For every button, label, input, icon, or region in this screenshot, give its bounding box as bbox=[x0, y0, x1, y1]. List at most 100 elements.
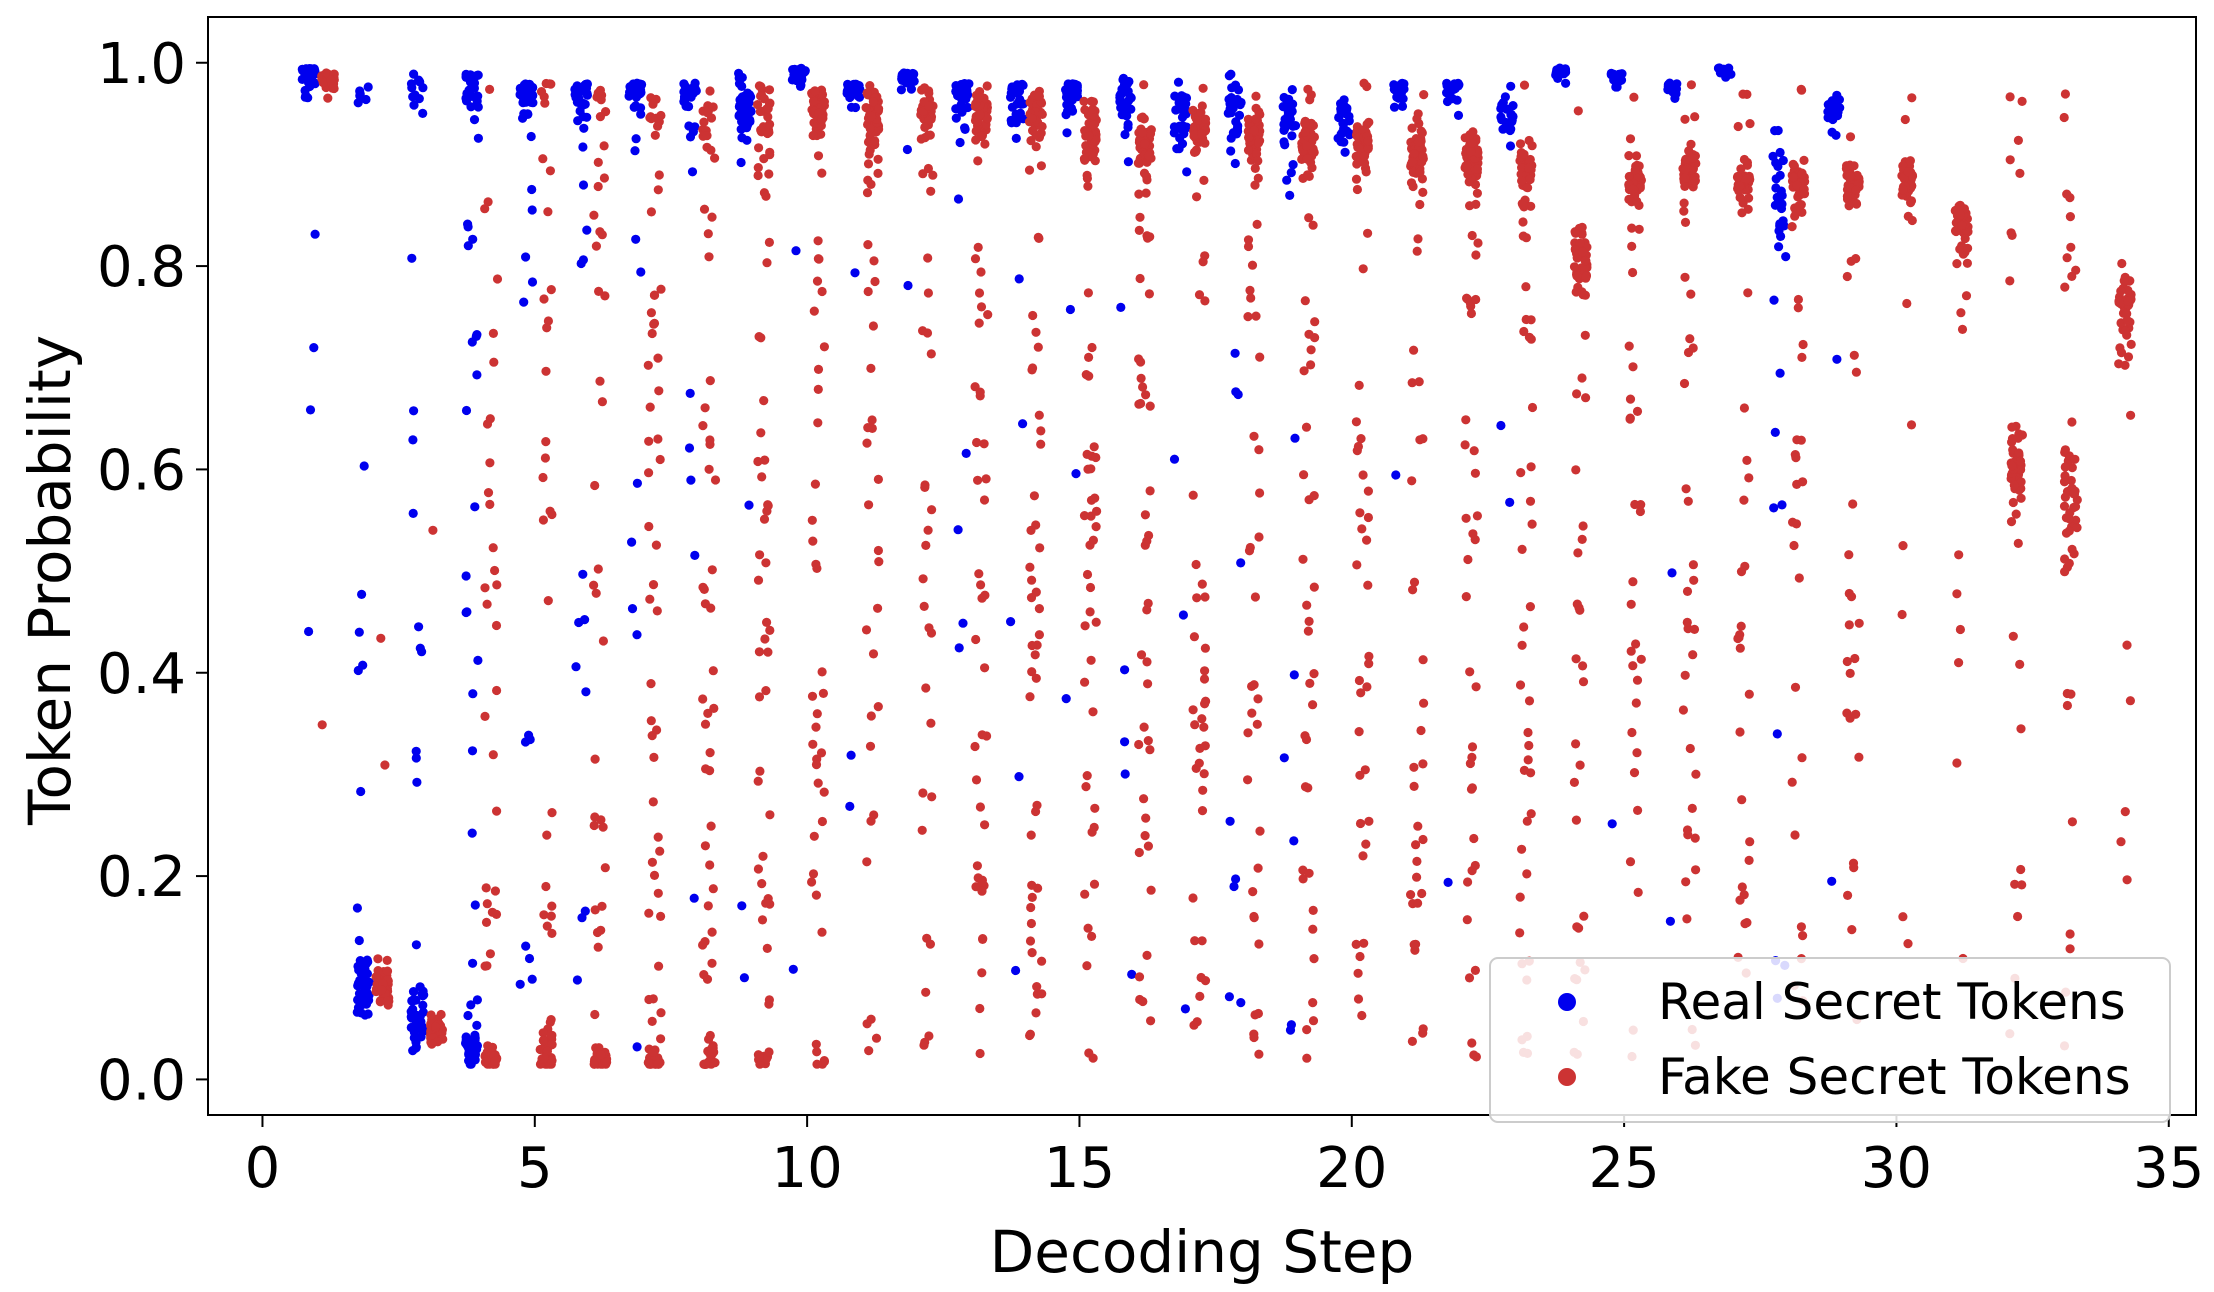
data-point bbox=[904, 70, 915, 80]
data-point bbox=[411, 753, 421, 763]
data-point bbox=[1340, 147, 1350, 157]
data-point bbox=[1252, 219, 1262, 229]
data-point bbox=[1389, 102, 1400, 112]
data-point bbox=[1031, 142, 1041, 152]
data-point bbox=[681, 101, 691, 111]
data-point bbox=[1449, 84, 1459, 94]
data-point bbox=[1007, 102, 1018, 112]
data-point bbox=[1285, 190, 1295, 200]
data-point bbox=[492, 274, 503, 284]
data-point bbox=[1138, 996, 1148, 1007]
x-tick-label: 5 bbox=[517, 1136, 553, 1201]
data-point bbox=[309, 343, 319, 353]
data-point bbox=[1025, 692, 1035, 702]
data-point bbox=[527, 277, 538, 287]
data-point bbox=[1625, 134, 1636, 144]
data-point bbox=[1251, 311, 1261, 321]
data-point bbox=[631, 134, 641, 144]
data-point bbox=[1682, 825, 1693, 835]
data-point bbox=[1080, 105, 1090, 115]
data-point bbox=[1171, 124, 1181, 134]
data-point bbox=[1850, 653, 1860, 664]
data-point bbox=[483, 488, 494, 498]
data-point bbox=[755, 550, 765, 560]
data-point bbox=[303, 93, 313, 103]
data-point bbox=[1143, 679, 1153, 689]
data-point bbox=[808, 130, 818, 141]
data-point bbox=[468, 689, 478, 699]
data-point bbox=[1250, 163, 1260, 173]
data-point bbox=[1200, 592, 1210, 602]
data-point bbox=[1036, 426, 1046, 436]
x-tick-label: 20 bbox=[1316, 1136, 1387, 1201]
data-point bbox=[1797, 753, 1807, 763]
data-point bbox=[1145, 745, 1155, 755]
data-point bbox=[1745, 837, 1755, 847]
y-tick-label: 0.4 bbox=[97, 642, 186, 707]
data-point bbox=[521, 252, 531, 262]
data-point bbox=[873, 603, 883, 613]
data-point bbox=[1636, 654, 1646, 664]
data-point bbox=[1775, 147, 1785, 158]
data-point bbox=[1632, 675, 1643, 685]
data-point bbox=[589, 210, 599, 220]
data-point bbox=[1309, 582, 1319, 592]
data-point bbox=[376, 633, 386, 643]
data-point bbox=[1689, 575, 1699, 585]
data-point bbox=[1794, 573, 1804, 583]
data-point bbox=[957, 94, 968, 105]
data-point bbox=[977, 968, 987, 978]
data-point bbox=[418, 986, 428, 996]
data-point bbox=[1632, 406, 1643, 416]
data-point bbox=[1411, 840, 1421, 850]
data-point bbox=[649, 752, 659, 763]
data-point bbox=[1851, 367, 1861, 377]
data-point bbox=[2015, 464, 2025, 474]
data-point bbox=[1288, 121, 1298, 131]
data-point bbox=[1690, 833, 1700, 843]
data-point bbox=[1336, 99, 1346, 109]
data-point bbox=[703, 229, 713, 239]
data-point bbox=[1029, 491, 1039, 501]
data-point bbox=[1089, 879, 1100, 889]
data-point bbox=[1028, 310, 1038, 321]
data-point bbox=[1418, 187, 1428, 197]
data-point bbox=[1961, 291, 1972, 301]
data-point bbox=[1842, 656, 1852, 667]
data-point bbox=[593, 157, 603, 167]
data-point bbox=[866, 363, 876, 373]
data-point bbox=[923, 288, 934, 298]
data-point bbox=[472, 330, 482, 340]
data-point bbox=[305, 405, 316, 415]
data-point bbox=[647, 1016, 657, 1026]
data-point bbox=[1200, 699, 1210, 709]
data-point bbox=[980, 820, 990, 830]
data-point bbox=[1197, 579, 1207, 589]
data-point bbox=[791, 246, 801, 256]
data-point bbox=[1014, 274, 1024, 284]
data-point bbox=[1443, 877, 1453, 888]
data-point bbox=[1116, 302, 1126, 312]
data-point bbox=[1469, 446, 1479, 456]
data-point bbox=[1577, 247, 1588, 257]
data-point bbox=[1680, 217, 1691, 227]
data-point bbox=[873, 154, 883, 164]
data-point bbox=[653, 832, 663, 842]
data-point bbox=[2123, 352, 2134, 362]
data-point bbox=[1080, 155, 1090, 165]
data-point bbox=[1466, 784, 1477, 794]
data-point bbox=[1066, 92, 1076, 102]
data-point bbox=[1308, 220, 1318, 230]
data-point bbox=[1087, 342, 1097, 353]
data-point bbox=[1680, 114, 1690, 124]
data-point bbox=[2016, 477, 2026, 487]
data-point bbox=[1252, 719, 1262, 729]
data-point bbox=[1412, 856, 1422, 867]
data-point bbox=[1527, 402, 1538, 413]
data-point bbox=[951, 104, 961, 114]
data-point bbox=[1467, 230, 1477, 241]
data-point bbox=[1957, 324, 1968, 334]
data-point bbox=[1527, 519, 1537, 529]
data-point bbox=[973, 475, 983, 485]
data-point bbox=[739, 973, 750, 983]
